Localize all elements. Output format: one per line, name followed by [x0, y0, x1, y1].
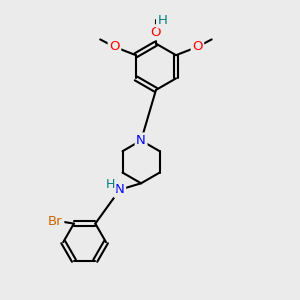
- Text: N: N: [115, 183, 124, 196]
- Text: O: O: [109, 40, 120, 53]
- Text: H: H: [106, 178, 115, 191]
- Text: H: H: [158, 14, 167, 27]
- Text: Br: Br: [48, 215, 63, 228]
- Text: N: N: [136, 134, 146, 147]
- Text: O: O: [192, 40, 203, 53]
- Text: O: O: [151, 26, 161, 39]
